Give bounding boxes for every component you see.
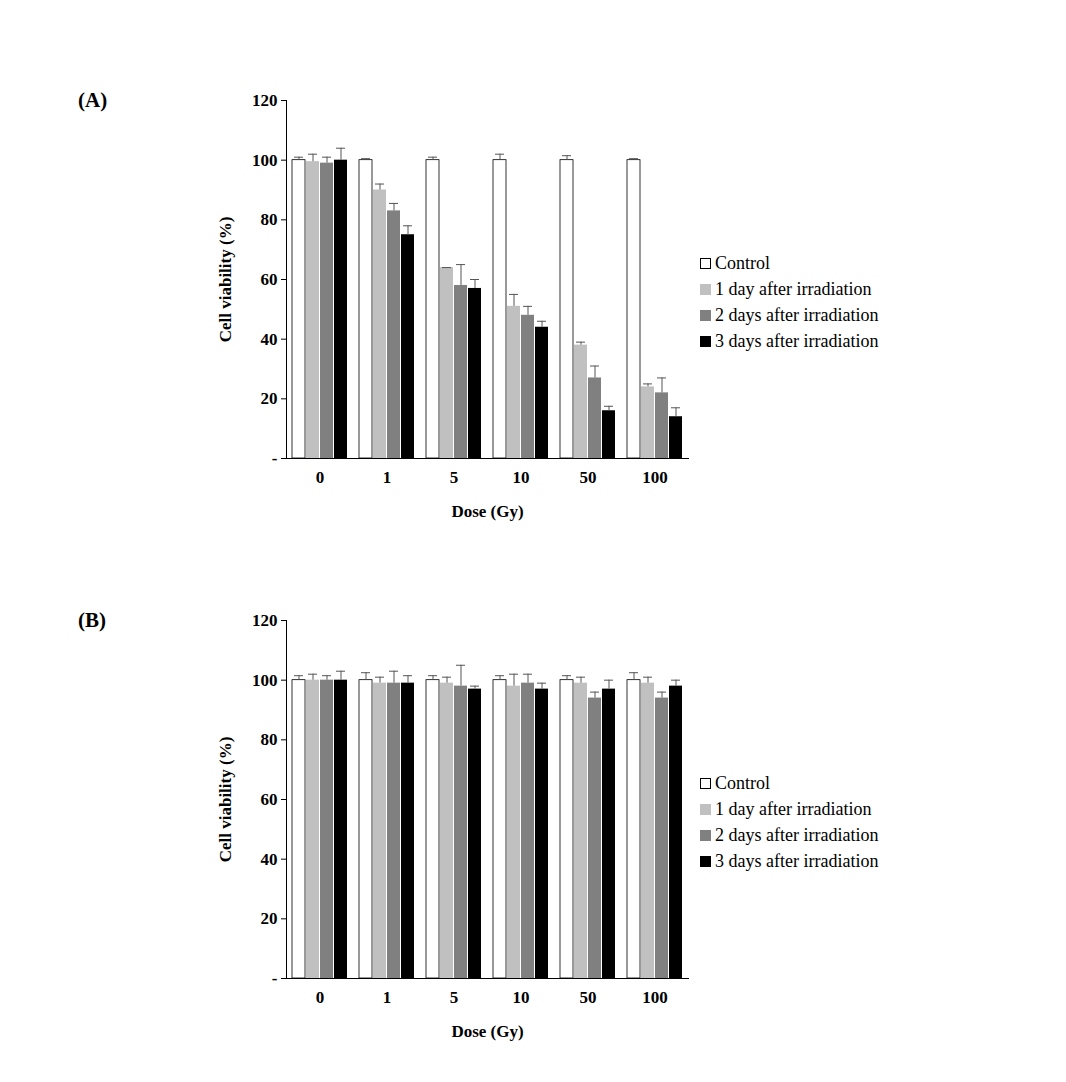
svg-text:20: 20 <box>261 389 278 408</box>
svg-text:60: 60 <box>261 790 278 809</box>
svg-text:100: 100 <box>642 988 668 1007</box>
svg-text:50: 50 <box>580 468 597 487</box>
html-text:1 day after irradiation: 1 day after irradiation <box>715 278 872 299</box>
html-text:3 days after irradiation: 3 days after irradiation <box>715 330 879 351</box>
html-text:Control: Control <box>715 252 770 273</box>
svg-text:50: 50 <box>580 988 597 1007</box>
svg-text:100: 100 <box>252 671 278 690</box>
svg-text:120: 120 <box>252 611 278 630</box>
svg-text:1: 1 <box>383 988 392 1007</box>
svg-text:60: 60 <box>261 270 278 289</box>
html-text:1 day after irradiation: 1 day after irradiation <box>715 798 872 819</box>
svg-text:40: 40 <box>261 850 278 869</box>
svg-text:0: 0 <box>316 468 325 487</box>
html-text:(A): (A) <box>78 88 108 112</box>
svg-text:1: 1 <box>383 468 392 487</box>
html-text:Control: Control <box>715 772 770 793</box>
svg-text:-: - <box>272 969 278 988</box>
svg-text:Cell viability (%): Cell viability (%) <box>216 217 235 343</box>
html-text:3 days after irradiation: 3 days after irradiation <box>715 850 879 871</box>
svg-text:20: 20 <box>261 909 278 928</box>
svg-text:10: 10 <box>513 988 530 1007</box>
svg-text:Cell viability (%): Cell viability (%) <box>216 737 235 863</box>
svg-text:100: 100 <box>252 151 278 170</box>
html-text:2 days after irradiation: 2 days after irradiation <box>715 824 879 845</box>
html-text:(B): (B) <box>78 608 106 632</box>
svg-text:80: 80 <box>261 730 278 749</box>
svg-text:-: - <box>272 449 278 468</box>
svg-text:100: 100 <box>642 468 668 487</box>
svg-text:5: 5 <box>450 988 459 1007</box>
svg-text:40: 40 <box>261 330 278 349</box>
svg-text:0: 0 <box>316 988 325 1007</box>
html-text:2 days after irradiation: 2 days after irradiation <box>715 304 879 325</box>
svg-text:120: 120 <box>252 91 278 110</box>
svg-text:Dose (Gy): Dose (Gy) <box>451 1022 523 1041</box>
svg-text:80: 80 <box>261 210 278 229</box>
svg-text:5: 5 <box>450 468 459 487</box>
svg-text:10: 10 <box>513 468 530 487</box>
svg-text:Dose (Gy): Dose (Gy) <box>451 502 523 521</box>
